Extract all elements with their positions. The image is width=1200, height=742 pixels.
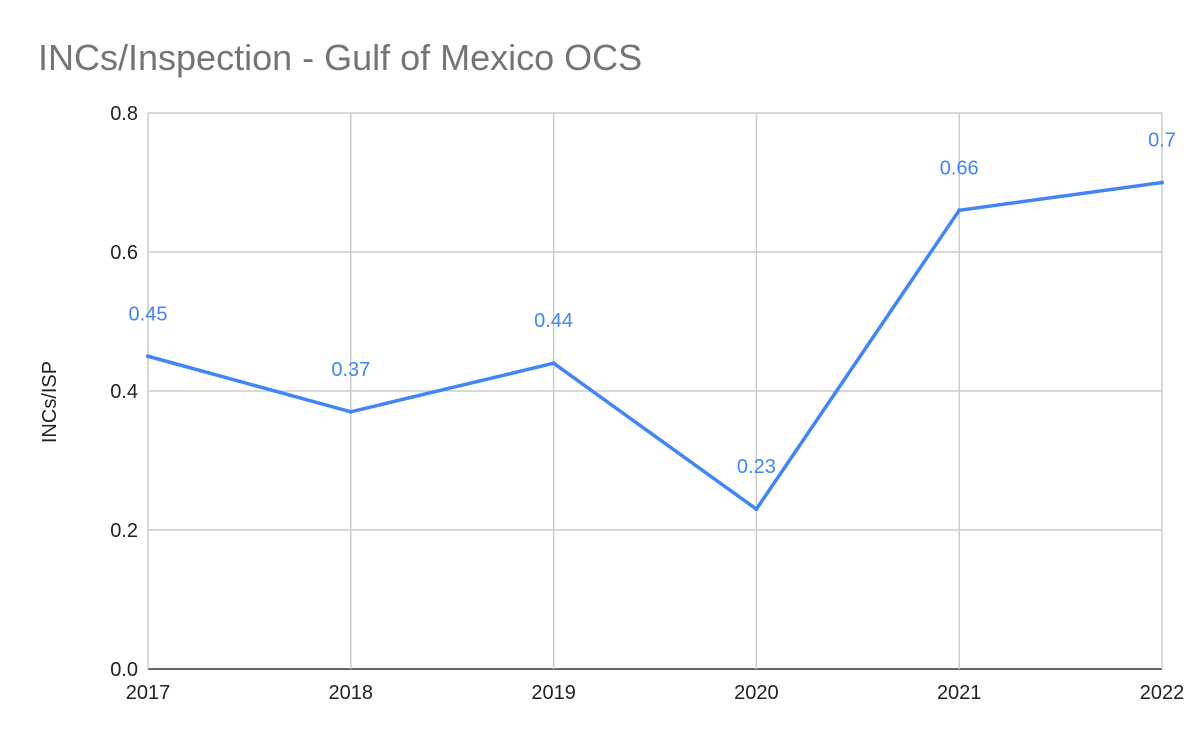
data-label: 0.7	[1148, 130, 1176, 152]
x-tick-label: 2019	[531, 682, 576, 704]
data-point	[146, 354, 150, 359]
x-tick-label: 2018	[329, 682, 374, 704]
y-tick-label: 0.0	[110, 659, 138, 681]
series-line	[147, 180, 1163, 511]
y-tick-label: 0.2	[110, 520, 138, 542]
data-point	[754, 507, 759, 512]
x-tick-label: 2020	[734, 682, 779, 704]
x-tick-label: 2022	[1140, 682, 1185, 704]
y-tick-label: 0.8	[110, 103, 138, 125]
data-label: 0.45	[129, 303, 168, 325]
y-tick-label: 0.4	[110, 381, 138, 403]
y-tick-label: 0.6	[110, 242, 138, 264]
data-label: 0.44	[534, 310, 573, 332]
data-label: 0.66	[940, 157, 979, 179]
y-axis-title: INCs/ISP	[39, 361, 61, 443]
data-point	[348, 409, 353, 414]
data-point	[551, 361, 556, 366]
data-label: 0.37	[331, 359, 370, 381]
x-tick-label: 2021	[937, 682, 982, 704]
data-point	[1160, 180, 1164, 185]
x-tick-label: 2017	[126, 682, 171, 704]
data-label: 0.23	[737, 456, 776, 478]
data-point	[957, 208, 962, 213]
chart-title: INCs/Inspection - Gulf of Mexico OCS	[38, 37, 642, 78]
